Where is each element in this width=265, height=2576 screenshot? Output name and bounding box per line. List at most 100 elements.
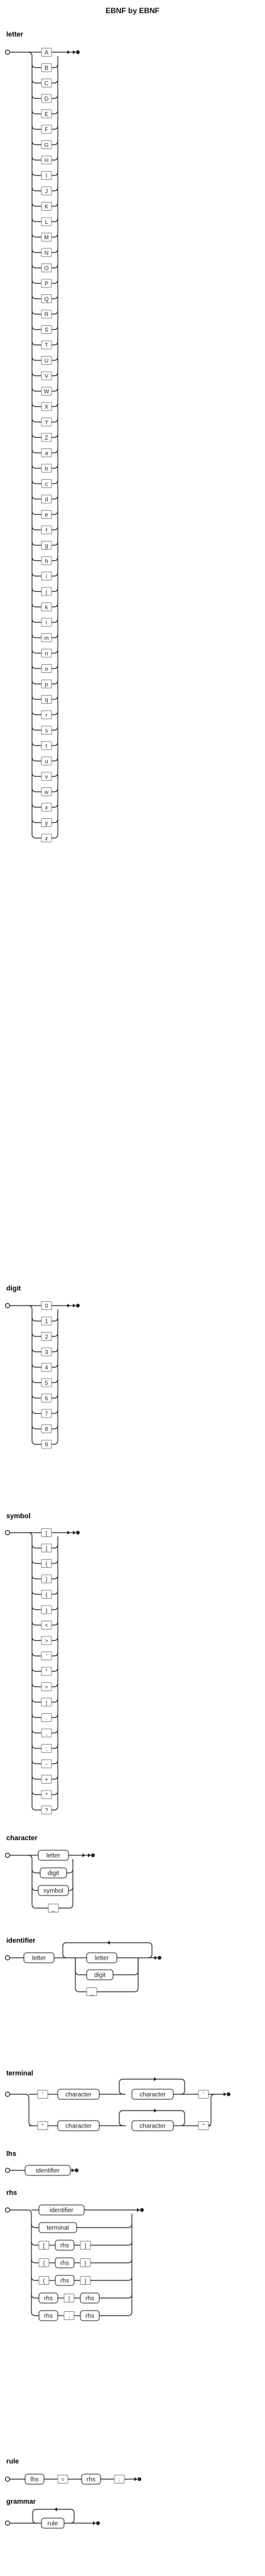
node-box (41, 556, 52, 565)
node-box (41, 1528, 52, 1537)
rail-curve (51, 633, 58, 638)
rail-curve (51, 1394, 58, 1399)
node-box (41, 1806, 52, 1814)
node-label: } (45, 1576, 47, 1582)
node-label: letter (95, 1955, 109, 1962)
rail-curve (28, 52, 33, 835)
rail-curve (51, 171, 58, 176)
node-box (41, 140, 52, 149)
node-label: digit (94, 1972, 106, 1979)
terminal-node-digit-6: 6 (41, 1394, 52, 1402)
node-label: Y (45, 419, 48, 426)
rail-curve (31, 372, 41, 377)
rail-curve (90, 2258, 132, 2263)
rail-curve (31, 680, 41, 685)
rail-curve (31, 787, 41, 792)
nonterminal-node-character-2: symbol (38, 1885, 69, 1896)
end-dot-icon (91, 1853, 95, 1857)
terminal-node-letter-45: t (41, 741, 52, 750)
node-label: rule (48, 2521, 58, 2528)
node-label: ; (46, 1746, 48, 1752)
rail-curve (31, 79, 41, 84)
nonterminal-node-lhs-identifier: identifier (24, 2165, 71, 2176)
terminal-node-letter-28: c (41, 479, 52, 488)
terminal-node-letter-0: A (41, 48, 52, 57)
terminal-node-letter-37: l (41, 618, 52, 627)
rail-curve (31, 495, 41, 500)
rail-curve (51, 818, 58, 823)
node-label: J (45, 188, 48, 194)
rail-curve (51, 1606, 58, 1611)
node-box (38, 1885, 69, 1896)
end-dot-icon (158, 1956, 161, 1960)
rail-curve (31, 171, 41, 176)
node-label: P (45, 280, 48, 287)
node-label: ] (46, 1545, 48, 1552)
node-box (86, 1969, 114, 1980)
rail-curve (31, 1886, 38, 1891)
node-label: n (45, 650, 48, 657)
rail-curve (31, 187, 41, 192)
node-label: _ (89, 1989, 94, 1996)
node-label: h (45, 558, 48, 564)
node-label: j (45, 589, 47, 595)
node-box (41, 371, 52, 380)
terminal-node-symbol-7: > (41, 1636, 52, 1645)
node-box (41, 1574, 52, 1584)
end-dot-icon (227, 2092, 230, 2096)
terminal-node-symbol-16: + (41, 1775, 52, 1784)
terminal-node-letter-22: W (41, 387, 52, 396)
node-label: u (45, 758, 48, 765)
rail-curve (51, 1621, 58, 1626)
rail-curve (51, 1775, 58, 1780)
terminal-node-letter-47: v (41, 772, 52, 781)
node-box (41, 1728, 52, 1738)
rail-curve (51, 1806, 58, 1811)
node-box (41, 633, 52, 642)
rule-name-character: character (6, 1835, 38, 1842)
node-label: ( (43, 2278, 45, 2284)
terminal-node-letter-18: S (41, 325, 52, 334)
node-box (40, 1867, 67, 1879)
terminal-node-letter-32: g (41, 541, 52, 550)
node-label: [ (46, 1530, 48, 1536)
rail-curve (31, 2276, 39, 2281)
node-box (86, 1987, 97, 1996)
terminal-node-letter-40: o (41, 664, 52, 673)
rail-curve (51, 757, 58, 762)
node-label: C (45, 80, 49, 87)
terminal-node-rhs-2-0: [ (38, 2241, 50, 2250)
node-label: U (45, 358, 49, 364)
terminal-node-symbol-0: [ (41, 1528, 52, 1537)
rail-curve (51, 787, 58, 792)
rail-curve (31, 279, 41, 284)
end-arrow-icon (154, 1956, 158, 1960)
rail-curve (51, 695, 58, 700)
node-box (41, 186, 52, 196)
node-box (41, 125, 52, 134)
node-box (41, 464, 52, 473)
start-circle-icon (4, 2520, 11, 2526)
node-box (41, 1409, 52, 1418)
terminal-node-letter-13: N (41, 248, 52, 257)
rail-curve (51, 109, 58, 114)
node-label: m (44, 635, 49, 641)
node-label: K (45, 204, 48, 210)
rail-curve (31, 448, 41, 453)
node-box (48, 1904, 59, 1913)
node-label: identifier (50, 2207, 73, 2214)
node-label: ; (119, 2477, 121, 2483)
node-box (41, 1790, 52, 1799)
end-dot-icon (140, 2208, 144, 2212)
rail-curve (51, 803, 58, 808)
node-box (41, 587, 52, 596)
nonterminal-node-rule-seq-0: lhs (24, 2473, 45, 2485)
rail-curve (51, 772, 58, 777)
node-label: B (45, 65, 48, 71)
node-label: { (45, 1561, 47, 1567)
nonterminal-node-rhs-3-1: rhs (55, 2257, 75, 2268)
node-label: e (45, 512, 48, 518)
terminal-node-rhs-2-2: ] (80, 2241, 91, 2250)
terminal-node-letter-10: K (41, 202, 52, 211)
node-label: k (45, 604, 48, 611)
